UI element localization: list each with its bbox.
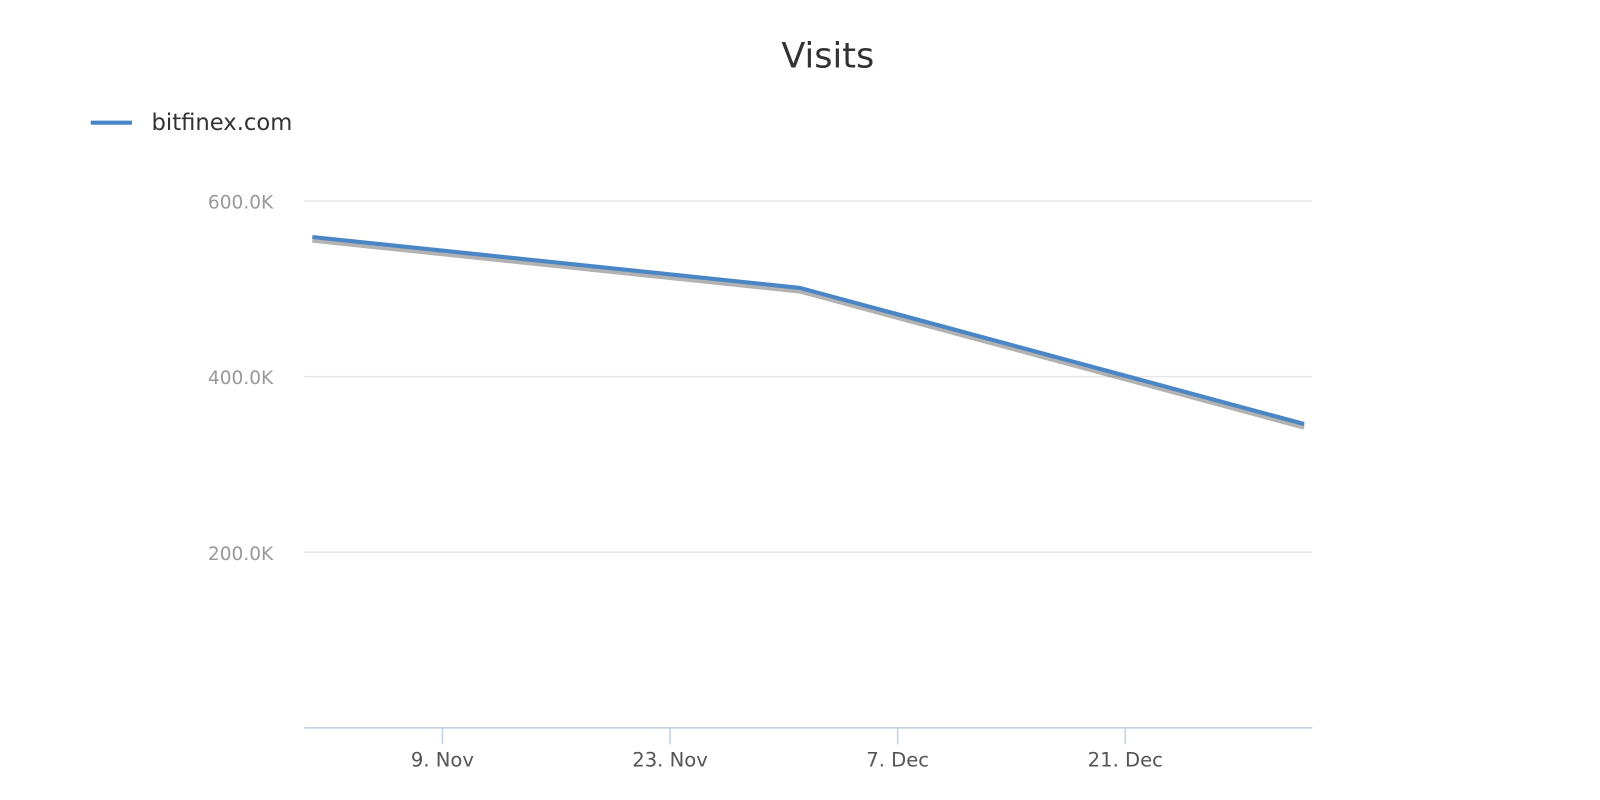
- x-tick-label: 21. Dec: [1088, 748, 1163, 771]
- x-tick-label: 23. Nov: [632, 748, 708, 771]
- line-shadow: [312, 237, 1305, 430]
- y-tick-label: 200.0K: [208, 544, 274, 565]
- line: [312, 234, 1305, 427]
- x-tick-label: 7. Dec: [866, 748, 929, 771]
- chart-title: Visits: [781, 36, 874, 77]
- y-tick-label: 600.0K: [208, 193, 274, 214]
- legend-label: bitfinex.com: [152, 110, 293, 136]
- x-tick-label: 9. Nov: [411, 748, 474, 771]
- y-tick-label: 400.0K: [208, 368, 274, 389]
